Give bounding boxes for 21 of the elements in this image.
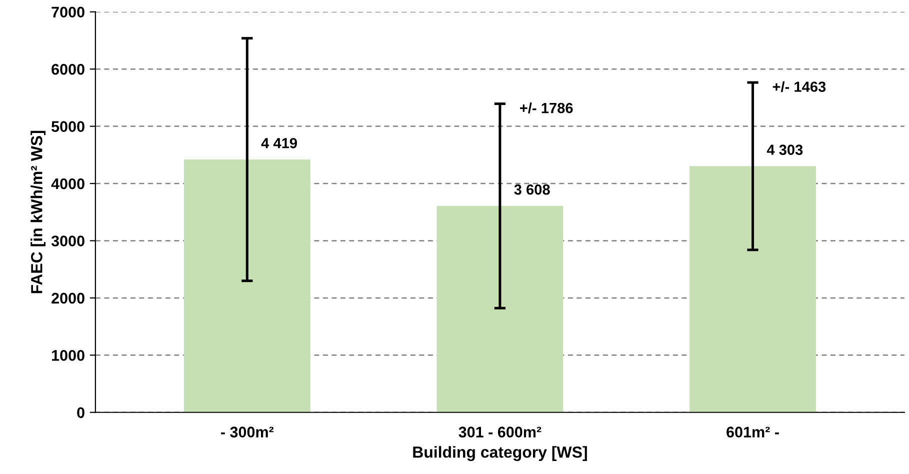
y-tick-label: 3000 [51,236,84,246]
bar [436,206,564,412]
y-tick-label: 2000 [52,292,84,304]
x-tick-label: - 300m² [220,426,274,438]
y-tick-label: 5000 [52,121,84,132]
data-label: 4 419 [261,138,297,148]
bar [184,160,310,412]
y-axis-title: FAEC [in kWh/m² WS] [30,130,46,294]
x-tick-label: 601m² - [726,426,779,438]
bar [690,166,816,412]
x-axis-title: Building category [WS] [413,446,587,462]
y-tick-label: 4000 [51,178,84,190]
data-label: 3 608 [514,184,550,195]
y-tick-label: 6000 [52,64,84,75]
x-tick-label: 301 - 600m² [458,426,542,438]
annotation: +/- 1463 [772,81,826,92]
annotation: +/- 1786 [520,102,573,114]
y-tick-label: 7000 [52,6,84,18]
data-label: 4 303 [766,144,803,155]
y-tick-label: 1000 [52,350,84,361]
y-tick-label: 0 [77,407,84,418]
